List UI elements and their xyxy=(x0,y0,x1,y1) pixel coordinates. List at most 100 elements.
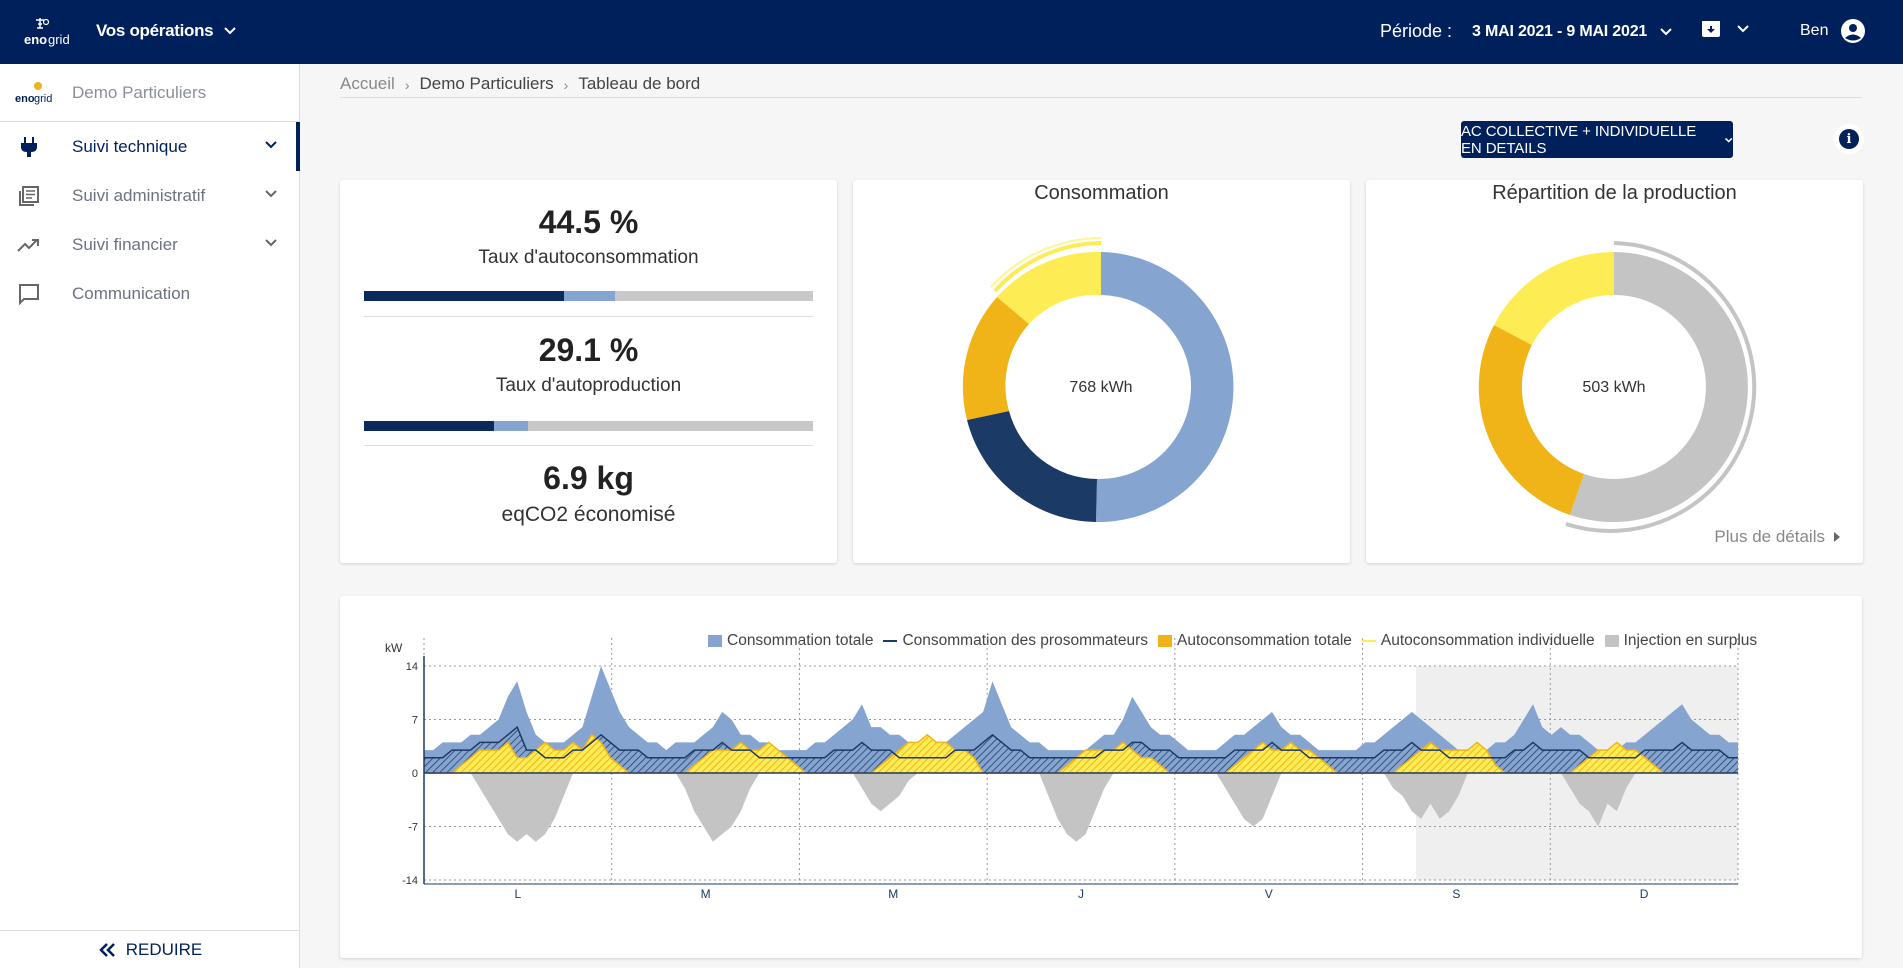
chevron-down-icon xyxy=(265,239,277,247)
power-chart-card: Consommation totale Consommation des pro… xyxy=(340,596,1862,958)
production-donut-chart: 503 kWh xyxy=(1478,241,1757,533)
line-consommation-prosommateurs xyxy=(424,725,1738,759)
power-timeseries-chart: kW 14 7 0 -7 -14 L M M J V S D xyxy=(385,638,1766,901)
breadcrumb: Accueil › Demo Particuliers › Tableau de… xyxy=(340,74,1862,98)
kpi-value: 6.9 kg xyxy=(543,460,634,496)
legend-item-prosommateurs[interactable]: Consommation des prosommateurs xyxy=(883,632,1148,650)
double-chevron-left-icon xyxy=(98,942,115,957)
reduce-label: REDUIRE xyxy=(125,939,203,959)
svg-text:grid: grid xyxy=(48,32,70,47)
x-tick-label: V xyxy=(1265,887,1273,901)
organization-name: Demo Particuliers xyxy=(72,82,207,102)
donut-outer-arc-individuelle xyxy=(993,241,1102,293)
kpi-label: Taux d'autoproduction xyxy=(495,375,682,396)
sidebar-item-suivi-administratif[interactable]: Suivi administratif xyxy=(0,171,299,220)
chevron-down-icon xyxy=(1737,25,1749,33)
period-selector[interactable]: Période : 3 MAI 2021 - 9 MAI 2021 xyxy=(1380,21,1673,42)
chat-icon xyxy=(16,281,42,307)
donut-slice-autoconsommation-individuelle[interactable] xyxy=(997,251,1101,324)
document-list-icon xyxy=(16,183,42,209)
svg-text:eno: eno xyxy=(24,32,47,47)
donut-outer-arc-border xyxy=(990,237,1102,288)
autoproduction-progress-bar xyxy=(364,421,813,431)
x-tick-label: J xyxy=(1078,887,1084,901)
progress-secondary xyxy=(494,421,528,431)
breadcrumb-separator: › xyxy=(404,77,410,93)
archive-icon xyxy=(1702,21,1720,37)
legend-item-consommation-totale[interactable]: Consommation totale xyxy=(708,632,873,650)
plug-icon xyxy=(16,134,42,160)
kpi-autoconsommation: 44.5 % Taux d'autoconsommation xyxy=(364,204,813,269)
operations-dropdown[interactable]: Vos opérations xyxy=(96,21,237,41)
more-details-link[interactable]: Plus de détails xyxy=(1714,527,1841,547)
enogrid-logo[interactable]: eno grid xyxy=(22,14,78,50)
breadcrumb-current: Tableau de bord xyxy=(578,74,701,93)
reduce-sidebar-button[interactable]: REDUIRE xyxy=(0,930,300,968)
progress-primary xyxy=(364,291,564,301)
donut-center-value: 768 kWh xyxy=(1069,379,1132,396)
progress-primary xyxy=(364,421,495,431)
organization-header[interactable]: eno grid Demo Particuliers xyxy=(0,64,299,122)
kpi-card: 44.5 % Taux d'autoconsommation 29.1 % Ta… xyxy=(340,180,837,563)
sidebar-item-suivi-technique[interactable]: Suivi technique xyxy=(0,122,300,171)
legend-item-autoconsommation-totale[interactable]: Autoconsommation totale xyxy=(1158,632,1352,650)
donut-slice-consommation-prosommateurs[interactable] xyxy=(967,411,1097,522)
sidebar-item-communication[interactable]: Communication xyxy=(0,269,299,318)
kpi-autoproduction: 29.1 % Taux d'autoproduction xyxy=(364,332,813,397)
breadcrumb-home[interactable]: Accueil xyxy=(340,74,395,93)
kpi-value: 29.1 % xyxy=(538,332,639,368)
autoconsommation-progress-bar xyxy=(364,291,813,301)
y-axis-unit: kW xyxy=(385,641,403,655)
legend-swatch xyxy=(1361,640,1376,642)
donut-center-value: 503 kWh xyxy=(1582,379,1645,396)
ac-mode-label: AC COLLECTIVE + INDIVIDUELLE EN DETAILS xyxy=(1461,122,1697,157)
consommation-card: Consommation 768 kWh xyxy=(853,180,1350,563)
donut-slice-injection-surplus[interactable] xyxy=(1570,252,1748,522)
legend-label: Autoconsommation totale xyxy=(1177,632,1352,649)
chevron-down-icon xyxy=(1660,27,1672,35)
kpi-label: Taux d'autoconsommation xyxy=(478,247,699,268)
period-label: Période : xyxy=(1380,21,1453,41)
sidebar-item-label: Communication xyxy=(72,283,191,303)
info-button[interactable]: i xyxy=(1834,124,1864,154)
chevron-down-icon xyxy=(265,190,277,198)
sidebar-item-suivi-financier[interactable]: Suivi financier xyxy=(0,220,299,269)
x-tick-label: L xyxy=(515,887,522,901)
donut-slice-autoconsommation-totale[interactable] xyxy=(1478,325,1584,515)
user-name: Ben xyxy=(1800,22,1829,39)
card-title: Consommation xyxy=(1034,182,1169,204)
ac-mode-dropdown-button[interactable]: AC COLLECTIVE + INDIVIDUELLE EN DETAILS xyxy=(1461,121,1733,158)
donut-slice-consommation-totale[interactable] xyxy=(1096,252,1234,523)
operations-label: Vos opérations xyxy=(96,21,214,40)
y-tick-label: 14 xyxy=(406,661,418,673)
info-icon: i xyxy=(1839,129,1859,149)
donut-slice-autoconsommation-individuelle[interactable] xyxy=(1494,251,1614,345)
kpi-co2: 6.9 kg eqCO2 économisé xyxy=(364,460,813,527)
x-tick-label: S xyxy=(1452,887,1460,901)
breadcrumb-separator: › xyxy=(563,77,569,93)
legend-item-injection-surplus[interactable]: Injection en surplus xyxy=(1604,632,1757,650)
user-menu[interactable]: Ben xyxy=(1800,18,1866,44)
chevron-down-icon xyxy=(224,27,237,35)
kpi-value: 44.5 % xyxy=(538,204,639,240)
breadcrumb-org[interactable]: Demo Particuliers xyxy=(419,74,554,93)
svg-text:eno: eno xyxy=(15,93,35,105)
caret-right-icon xyxy=(1834,532,1840,542)
sidebar-item-label: Suivi administratif xyxy=(72,185,206,205)
legend-swatch xyxy=(708,635,722,647)
legend-label: Consommation des prosommateurs xyxy=(902,632,1148,649)
y-tick-label: 7 xyxy=(412,715,418,727)
production-card: Répartition de la production 503 kWh Plu… xyxy=(1366,180,1863,563)
legend-label: Consommation totale xyxy=(727,632,874,649)
chevron-down-icon xyxy=(265,141,277,149)
y-tick-label: -7 xyxy=(408,822,418,834)
legend-label: Autoconsommation individuelle xyxy=(1380,632,1595,649)
svg-text:grid: grid xyxy=(34,93,52,105)
sidebar-item-label: Suivi financier xyxy=(72,234,178,254)
donut-slice-autoconsommation-totale[interactable] xyxy=(962,297,1029,420)
divider xyxy=(364,316,813,317)
y-tick-label: -14 xyxy=(402,875,418,887)
chevron-down-icon xyxy=(1724,137,1732,143)
archive-menu[interactable] xyxy=(1700,18,1750,40)
legend-item-autoconsommation-individuelle[interactable]: Autoconsommation individuelle xyxy=(1361,632,1595,650)
